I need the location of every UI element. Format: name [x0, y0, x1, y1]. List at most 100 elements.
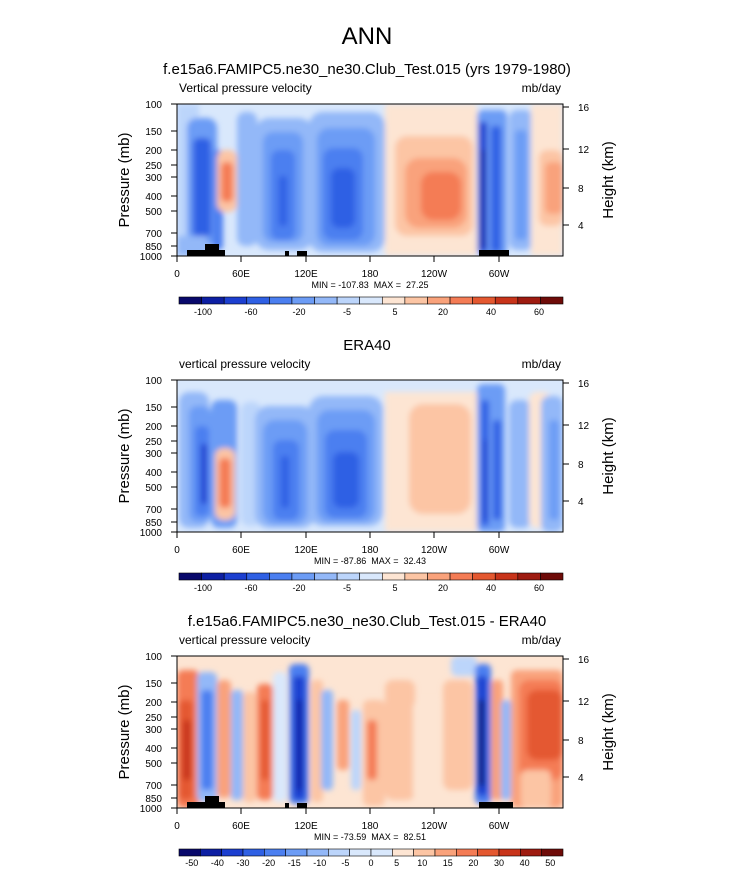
colorbar-cell — [291, 296, 315, 305]
x-tick-label: 120E — [294, 821, 318, 832]
y2-tick-label: 4 — [578, 221, 584, 232]
colorbar-label: 5 — [392, 583, 397, 593]
colorbar-cell — [456, 848, 478, 857]
colorbar-cell — [246, 572, 270, 581]
colorbar-cell — [541, 848, 564, 857]
colorbar-cell — [178, 296, 202, 305]
panel-model: f.e15a6.FAMIPC5.ne30_ne30.Club_Test.015 … — [116, 61, 617, 317]
colorbar-cell — [370, 848, 393, 857]
contour-field — [177, 104, 563, 256]
units-label: mb/day — [522, 357, 561, 371]
y-tick-label: 1000 — [140, 528, 163, 539]
colorbar-cell — [178, 572, 202, 581]
x-tick-label: 180 — [362, 821, 379, 832]
colorbar-label: -100 — [194, 583, 212, 593]
y-axis-title: Pressure (mb) — [116, 132, 133, 227]
units-label: mb/day — [522, 633, 561, 647]
colorbar-cell — [381, 572, 406, 581]
y-tick-label: 300 — [145, 725, 162, 736]
y2-tick-label: 16 — [578, 655, 590, 666]
y-tick-label: 100 — [145, 100, 162, 111]
colorbar-label: -30 — [236, 858, 249, 868]
colorbar-cell — [449, 572, 473, 581]
colorbar-label: -10 — [313, 858, 326, 868]
colorbar-cell — [306, 848, 329, 857]
y-tick-label: 500 — [145, 207, 162, 218]
panel-difference: f.e15a6.FAMIPC5.ne30_ne30.Club_Test.015 … — [116, 613, 617, 868]
y-tick-label: 700 — [145, 505, 162, 516]
x-tick-label: 60W — [489, 545, 510, 556]
y2-tick-label: 12 — [578, 145, 590, 156]
colorbar-cell — [472, 572, 496, 581]
topography — [187, 796, 513, 808]
y-tick-label: 300 — [145, 449, 162, 460]
y2-tick-label: 8 — [578, 736, 584, 747]
colorbar-cell — [285, 848, 308, 857]
colorbar-cell — [477, 848, 500, 857]
x-tick-label: 60E — [232, 821, 250, 832]
y2-tick-label: 12 — [578, 697, 590, 708]
colorbar-cell — [314, 296, 338, 305]
colorbar-cell — [427, 296, 451, 305]
colorbar-cell — [314, 572, 338, 581]
colorbar-cell — [392, 848, 414, 857]
y2-tick-label: 16 — [578, 379, 590, 390]
x-tick-label: 0 — [174, 545, 180, 556]
x-tick-label: 0 — [174, 269, 180, 280]
y-tick-label: 100 — [145, 652, 162, 663]
y-tick-label: 700 — [145, 781, 162, 792]
colorbar-cell — [517, 572, 541, 581]
colorbar-label: -5 — [343, 583, 351, 593]
colorbar: -100 -60 -20 -5 5 20 40 60 — [178, 572, 564, 593]
y-tick-label: 300 — [145, 173, 162, 184]
colorbar-cell — [223, 572, 248, 581]
y2-tick-label: 4 — [578, 497, 584, 508]
colorbar-label: 60 — [534, 583, 544, 593]
colorbar-cell — [434, 848, 457, 857]
colorbar-cell — [264, 848, 286, 857]
colorbar-cell — [221, 848, 244, 857]
y-tick-label: 150 — [145, 127, 162, 138]
colorbar-cell — [494, 296, 519, 305]
colorbar-cell — [520, 848, 542, 857]
colorbar-cell — [328, 848, 350, 857]
x-tick-label: 120W — [421, 545, 448, 556]
variable-label: vertical pressure velocity — [179, 357, 310, 371]
min-max-stats: MIN = -107.83 MAX = 27.25 — [311, 280, 428, 290]
colorbar-label: 50 — [545, 858, 555, 868]
y-tick-label: 250 — [145, 713, 162, 724]
x-tick-label: 0 — [174, 821, 180, 832]
colorbar-cell — [404, 296, 428, 305]
min-max-stats: MIN = -73.59 MAX = 82.51 — [314, 832, 426, 842]
y2-tick-label: 4 — [578, 773, 584, 784]
y2-tick-label: 12 — [578, 421, 590, 432]
colorbar-label: -60 — [244, 307, 257, 317]
colorbar-label: 20 — [438, 307, 448, 317]
panel-title: f.e15a6.FAMIPC5.ne30_ne30.Club_Test.015 … — [188, 613, 547, 630]
colorbar-cell — [349, 848, 372, 857]
x-tick-label: 120E — [294, 545, 318, 556]
y-axis-title: Pressure (mb) — [116, 408, 133, 503]
y-axis-title: Pressure (mb) — [116, 684, 133, 779]
colorbar-cell — [336, 296, 361, 305]
colorbar-cell — [517, 296, 541, 305]
colorbar-label: -50 — [185, 858, 198, 868]
x-tick-label: 120W — [421, 821, 448, 832]
x-tick-label: 120E — [294, 269, 318, 280]
y-axis-left: 100 150 200 250 300 400 500 700 850 1000 — [140, 652, 177, 815]
y-tick-label: 250 — [145, 161, 162, 172]
variable-label: Vertical pressure velocity — [179, 81, 312, 95]
y-tick-label: 500 — [145, 483, 162, 494]
colorbar-label: -60 — [244, 583, 257, 593]
x-tick-label: 60W — [489, 269, 510, 280]
colorbar-cell — [498, 848, 521, 857]
x-axis: 0 60E 120E 180 120W 60W — [174, 532, 510, 556]
colorbar-label: 30 — [494, 858, 504, 868]
y-axis-left: 100 150 200 250 300 400 500 700 850 1000 — [140, 376, 177, 539]
colorbar-label: -20 — [292, 307, 305, 317]
colorbar-label: 15 — [443, 858, 453, 868]
y-tick-label: 200 — [145, 422, 162, 433]
y-tick-label: 400 — [145, 192, 162, 203]
panel-title: ERA40 — [343, 337, 391, 354]
